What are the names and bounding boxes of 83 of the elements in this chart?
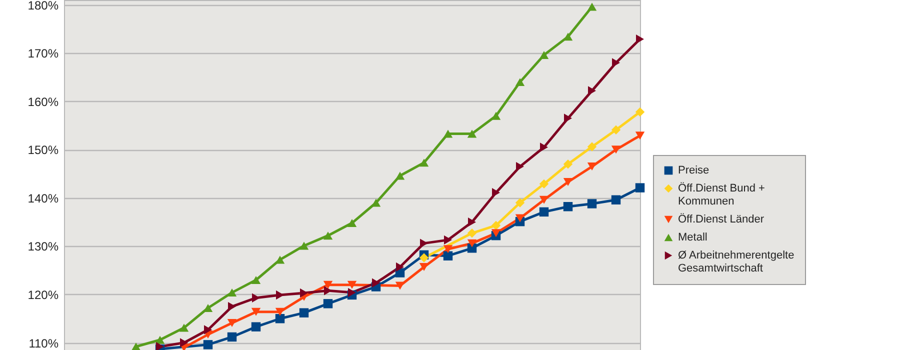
point: [563, 202, 573, 212]
point: [155, 336, 165, 344]
point: [131, 342, 141, 350]
point: [444, 235, 452, 245]
point: [539, 207, 549, 217]
point: [563, 32, 573, 41]
point: [347, 280, 357, 289]
point: [251, 322, 261, 332]
point: [395, 172, 405, 180]
point: [396, 262, 404, 272]
point: [611, 195, 621, 204]
point: [443, 245, 453, 254]
legend-label: Preise: [678, 164, 710, 176]
point: [635, 107, 645, 117]
point: [323, 299, 333, 308]
point: [491, 220, 501, 230]
point: [275, 314, 285, 324]
point: [372, 278, 380, 288]
point: [180, 338, 188, 348]
point: [323, 280, 333, 289]
point: [347, 219, 357, 228]
point: [276, 290, 284, 300]
point: [635, 132, 645, 140]
point: [299, 308, 309, 318]
y-tick-label: 180%: [28, 0, 59, 12]
point: [587, 199, 597, 208]
point: [227, 318, 237, 327]
point: [611, 146, 621, 154]
point: [587, 142, 597, 152]
point: [539, 196, 549, 204]
point: [516, 162, 524, 172]
y-tick-label: 140%: [28, 191, 59, 206]
point: [515, 214, 525, 222]
point: [300, 288, 308, 298]
point: [636, 34, 644, 44]
y-tick-label: 120%: [28, 288, 59, 302]
point: [179, 324, 189, 332]
point: [467, 239, 477, 248]
y-tick-label: 150%: [28, 143, 59, 158]
point: [251, 276, 261, 284]
point: [228, 302, 236, 312]
legend-label: Ø Arbeitnehmerentgelte Gesamtwirtschaft: [678, 250, 794, 274]
point: [539, 51, 549, 60]
point: [323, 232, 333, 240]
point: [395, 282, 405, 290]
point: [563, 178, 573, 186]
point: [491, 112, 501, 120]
point: [587, 162, 597, 171]
point: [324, 286, 332, 296]
point: [252, 293, 260, 302]
y-tick-label: 130%: [28, 240, 59, 254]
point: [467, 130, 477, 138]
legend-label: Öff.Dienst Länder: [678, 212, 764, 226]
point: [419, 158, 429, 167]
point: [443, 251, 453, 260]
point: [540, 142, 548, 152]
y-tick-label: 160%: [28, 94, 59, 109]
point: [227, 332, 237, 342]
point: [539, 179, 549, 189]
point: [419, 253, 429, 262]
point: [587, 2, 597, 11]
point: [611, 125, 621, 134]
point: [467, 228, 477, 238]
point: [515, 198, 525, 208]
point: [204, 325, 212, 334]
point: [348, 288, 356, 298]
y-tick-label: 110%: [28, 336, 59, 350]
point: [227, 288, 237, 297]
point: [299, 242, 309, 250]
point: [419, 262, 429, 271]
point: [635, 183, 645, 192]
point: [275, 308, 285, 316]
point: [443, 130, 453, 138]
point: [203, 340, 213, 350]
legend-label: Metall: [678, 232, 708, 244]
point: [491, 229, 501, 238]
point: [251, 308, 261, 316]
y-tick-label: 170%: [28, 46, 59, 61]
point: [468, 217, 476, 227]
point: [420, 238, 428, 248]
point: [515, 78, 525, 86]
legend-label: Öff.Dienst Bund + Kommunen: [678, 182, 765, 208]
point: [563, 160, 573, 169]
